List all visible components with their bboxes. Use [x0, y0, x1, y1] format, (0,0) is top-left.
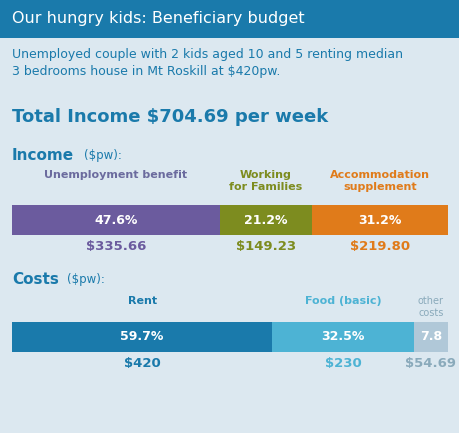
Text: other
costs: other costs — [417, 296, 443, 317]
Text: 21.2%: 21.2% — [243, 213, 287, 226]
Text: 32.5%: 32.5% — [321, 330, 364, 343]
Text: $230: $230 — [324, 357, 361, 370]
Bar — [12, 205, 219, 235]
Text: $54.69: $54.69 — [405, 357, 455, 370]
Text: Income: Income — [12, 148, 74, 163]
Text: 47.6%: 47.6% — [94, 213, 137, 226]
Text: 31.2%: 31.2% — [358, 213, 401, 226]
Text: Rent: Rent — [127, 296, 157, 306]
Text: Unemployment benefit: Unemployment benefit — [44, 170, 187, 180]
Bar — [311, 205, 447, 235]
Text: 7.8: 7.8 — [419, 330, 441, 343]
Text: Accommodation
supplement: Accommodation supplement — [329, 170, 429, 192]
Bar — [219, 205, 311, 235]
Bar — [0, 0, 459, 38]
Bar — [272, 322, 413, 352]
Bar — [413, 322, 447, 352]
Text: Unemployed couple with 2 kids aged 10 and 5 renting median
3 bedrooms house in M: Unemployed couple with 2 kids aged 10 an… — [12, 48, 402, 78]
Text: $219.80: $219.80 — [349, 240, 409, 253]
Text: Food (basic): Food (basic) — [304, 296, 381, 306]
Text: Our hungry kids: Beneficiary budget: Our hungry kids: Beneficiary budget — [12, 12, 304, 26]
Text: 59.7%: 59.7% — [120, 330, 163, 343]
Text: ($pw):: ($pw): — [84, 149, 122, 162]
Text: ($pw):: ($pw): — [67, 273, 105, 286]
Text: Working
for Families: Working for Families — [229, 170, 302, 192]
Text: Total Income $704.69 per week: Total Income $704.69 per week — [12, 108, 328, 126]
Text: $420: $420 — [123, 357, 160, 370]
Text: $335.66: $335.66 — [85, 240, 146, 253]
Bar — [12, 322, 272, 352]
Text: $149.23: $149.23 — [235, 240, 295, 253]
Text: Costs: Costs — [12, 272, 59, 287]
